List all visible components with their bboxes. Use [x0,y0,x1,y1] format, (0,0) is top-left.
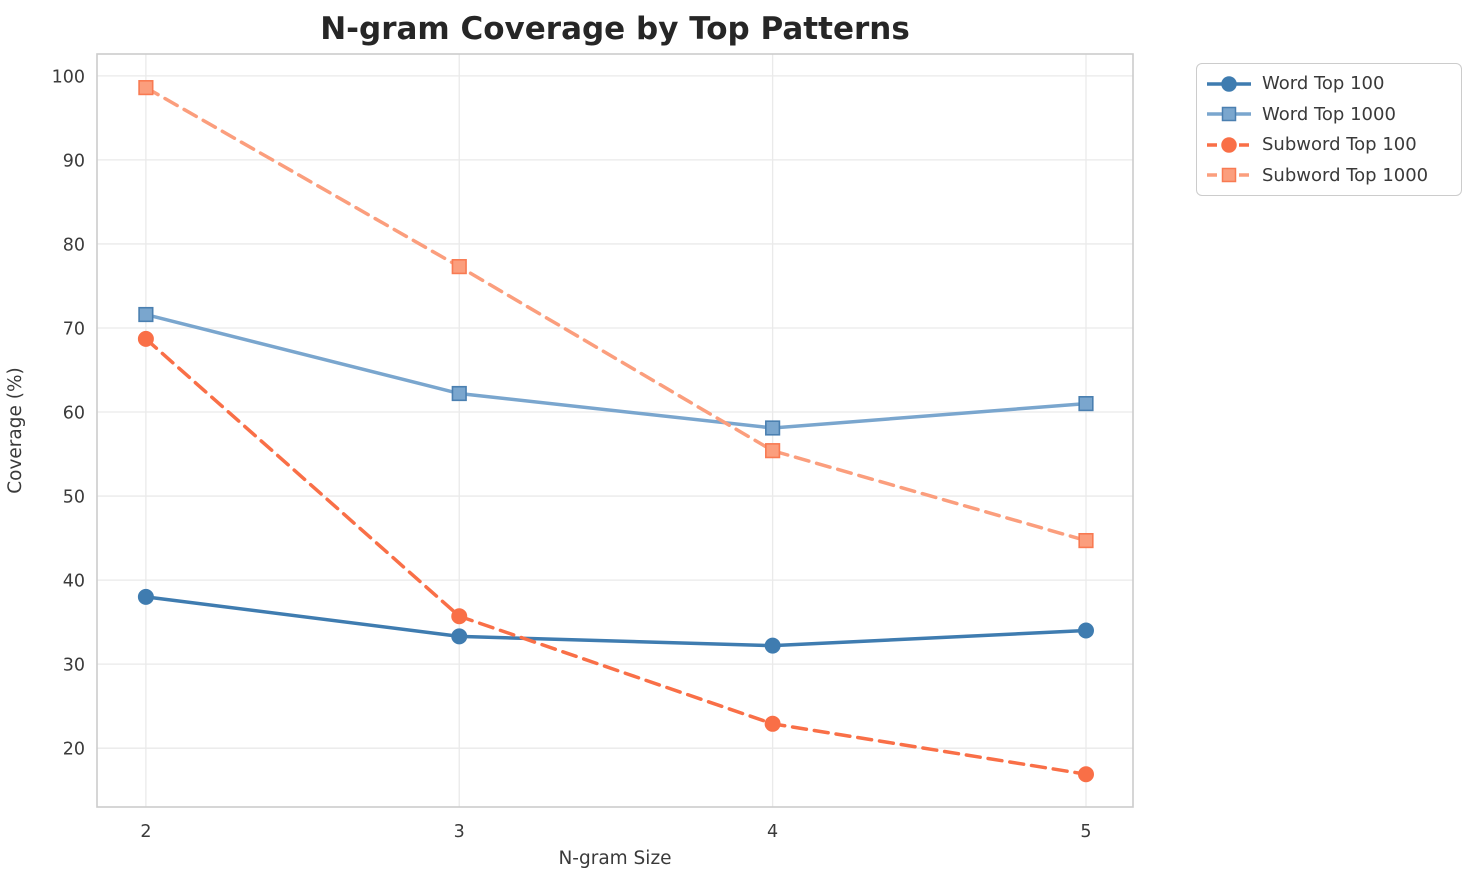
xtick-label-3: 3 [454,822,465,842]
legend: Word Top 100 Word Top 1000 Subword Top 100… [1196,63,1462,196]
ytick-label-90: 90 [63,151,85,171]
legend-swatch-word-top-1000-icon [1207,106,1251,122]
plot-border [96,53,1134,808]
marker-word-top-1000-x5 [1078,396,1094,412]
series-line-word-top-1000 [144,312,1088,430]
marker-subword-top-100-x4 [764,715,781,732]
legend-label-word-top-100: Word Top 100 [1262,73,1385,95]
series-line-subword-top-1000 [144,85,1088,543]
marker-word-top-1000-x2 [138,306,154,323]
marker-subword-top-100-x2 [137,330,154,347]
xtick-label-2: 2 [140,822,151,842]
marker-word-top-100-x3 [451,628,468,645]
legend-swatch-subword-top-100-icon [1207,137,1251,153]
legend-label-word-top-1000: Word Top 1000 [1262,103,1396,125]
legend-item-word-top-100: Word Top 100 [1205,69,1451,99]
ytick-label-80: 80 [63,235,85,255]
square-marker-icon [1221,168,1237,183]
ytick-label-40: 40 [63,572,85,592]
legend-swatch-word-top-100-icon [1207,75,1251,92]
marker-subword-top-1000-x4 [765,443,781,459]
marker-subword-top-100-x5 [1077,766,1094,783]
marker-word-top-100-x2 [137,588,154,605]
circle-marker-icon [1221,137,1237,153]
ytick-label-60: 60 [63,404,85,424]
x-axis-label: N-gram Size [558,848,671,869]
ytick-label-70: 70 [63,319,85,339]
marker-subword-top-100-x3 [451,608,468,625]
legend-label-subword-top-100: Subword Top 100 [1262,134,1417,156]
square-marker-icon [1221,106,1237,122]
ytick-label-30: 30 [63,656,85,676]
xtick-label-4: 4 [767,822,778,842]
series-line-word-top-100 [144,595,1088,648]
ytick-label-100: 100 [52,67,85,87]
marker-subword-top-1000-x2 [138,80,154,96]
marker-word-top-1000-x4 [765,420,781,436]
marker-word-top-1000-x3 [451,385,467,402]
chart-title: N-gram Coverage by Top Patterns [320,11,910,47]
marker-subword-top-1000-x3 [451,259,467,275]
legend-item-word-top-1000: Word Top 1000 [1205,99,1451,129]
marker-word-top-100-x4 [764,637,781,654]
legend-item-subword-top-1000: Subword Top 1000 [1205,160,1451,190]
circle-marker-icon [1221,75,1237,92]
series-line-subword-top-100 [144,337,1088,776]
xtick-label-5: 5 [1080,822,1091,842]
legend-swatch-subword-top-1000-icon [1207,168,1251,183]
y-axis-label: Coverage (%) [5,367,26,494]
marker-word-top-100-x5 [1077,622,1094,639]
legend-item-subword-top-100: Subword Top 100 [1205,130,1451,160]
ytick-label-20: 20 [63,740,85,760]
ytick-label-50: 50 [63,488,85,508]
marker-subword-top-1000-x5 [1078,532,1094,549]
legend-label-subword-top-1000: Subword Top 1000 [1262,164,1429,186]
